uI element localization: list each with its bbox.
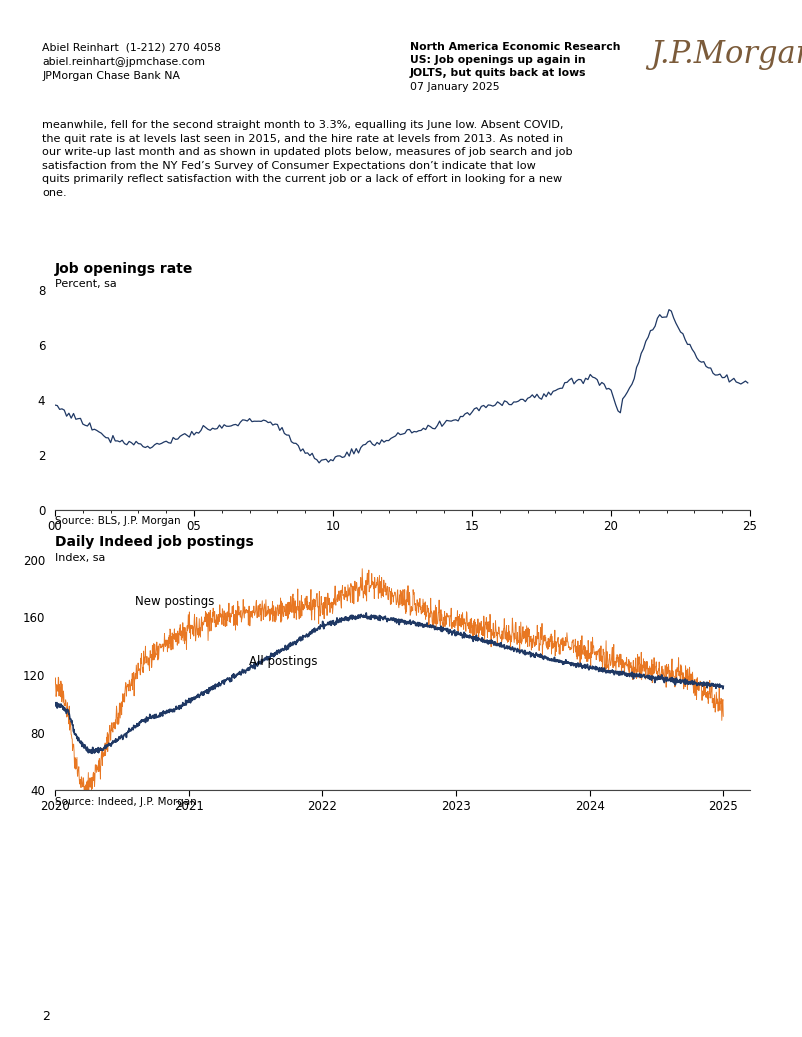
Text: US: Job openings up again in: US: Job openings up again in [410, 55, 585, 65]
Text: New postings: New postings [136, 594, 215, 608]
Text: Index, sa: Index, sa [55, 553, 105, 563]
Text: All postings: All postings [249, 655, 318, 668]
Text: Source: Indeed, J.P. Morgan: Source: Indeed, J.P. Morgan [55, 797, 196, 807]
Text: Daily Indeed job postings: Daily Indeed job postings [55, 535, 253, 549]
Text: Source: BLS, J.P. Morgan: Source: BLS, J.P. Morgan [55, 516, 180, 526]
Text: J.P.Morgan: J.P.Morgan [650, 39, 802, 71]
Text: Abiel Reinhart  (1-212) 270 4058: Abiel Reinhart (1-212) 270 4058 [42, 43, 221, 52]
Text: JOLTS, but quits back at lows: JOLTS, but quits back at lows [410, 68, 586, 78]
Text: JPMorgan Chase Bank NA: JPMorgan Chase Bank NA [42, 71, 180, 81]
Text: Percent, sa: Percent, sa [55, 279, 117, 289]
Text: abiel.reinhart@jpmchase.com: abiel.reinhart@jpmchase.com [42, 57, 205, 67]
Text: North America Economic Research: North America Economic Research [410, 43, 621, 52]
Text: 2: 2 [42, 1010, 50, 1022]
Text: Job openings rate: Job openings rate [55, 262, 193, 276]
Text: 07 January 2025: 07 January 2025 [410, 82, 500, 92]
Text: meanwhile, fell for the second straight month to 3.3%, equalling its June low. A: meanwhile, fell for the second straight … [42, 120, 573, 198]
